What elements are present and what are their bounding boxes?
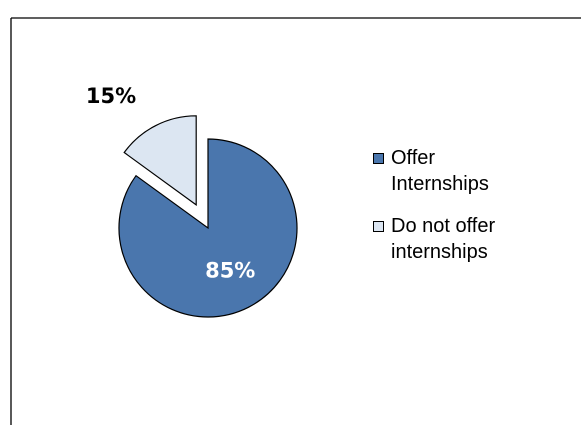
legend-item-do-not-offer-internships: Do not offer internships bbox=[371, 213, 571, 265]
legend-swatch-do-not-offer-internships bbox=[373, 221, 384, 232]
data-label-offer-internships: 85% bbox=[205, 259, 255, 283]
pie-slices bbox=[118, 115, 298, 318]
pie-slice-do-not-offer-internships bbox=[123, 115, 197, 207]
legend-label-offer-internships: Offer Internships bbox=[391, 147, 489, 195]
pie-data-labels: 85% 15% bbox=[86, 84, 255, 283]
pie-slice-offer-internships bbox=[118, 138, 298, 318]
legend-label-do-not-offer-internships: Do not offer internships bbox=[391, 215, 496, 263]
legend-swatch-offer-internships bbox=[373, 153, 384, 164]
legend-item-offer-internships: Offer Internships bbox=[371, 145, 571, 197]
data-label-do-not-offer-internships: 15% bbox=[86, 84, 136, 108]
chart-legend: Offer Internships Do not offer internshi… bbox=[371, 145, 571, 281]
